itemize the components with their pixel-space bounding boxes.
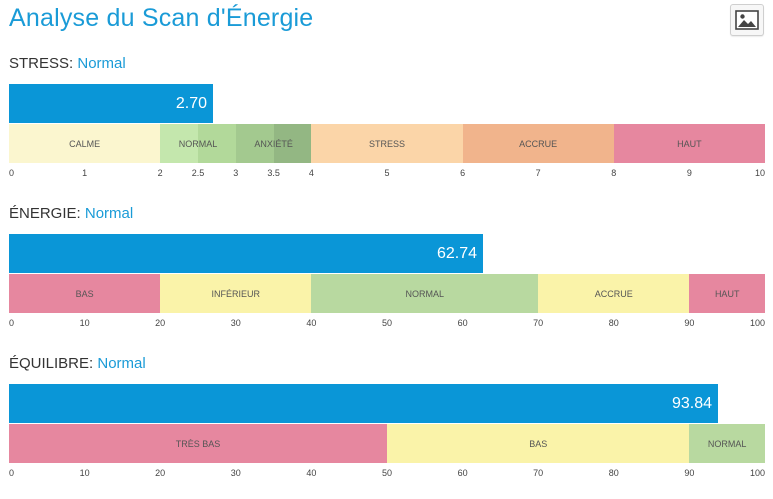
- stress-zone-haut: [613, 124, 765, 163]
- equilibre-zones: TRÈS BAS BAS NORMAL: [9, 424, 765, 463]
- equilibre-zone-label: BAS: [529, 438, 548, 449]
- energie-zones: BAS INFÉRIEUR NORMAL ACCRUE HAUT: [9, 274, 765, 313]
- tick-label: 10: [754, 168, 765, 178]
- energie-label-text: ÉNERGIE:: [9, 205, 81, 222]
- stress-zone-accrue: [462, 124, 614, 163]
- tick-label: 60: [457, 468, 468, 478]
- tick-label: 40: [306, 468, 317, 478]
- equilibre-zone-normal: [689, 424, 765, 463]
- tick-label: 100: [749, 468, 765, 478]
- tick-label: 2: [157, 168, 163, 178]
- equilibre-zone-tres-bas: [9, 424, 387, 463]
- energie-zone-label: INFÉRIEUR: [211, 288, 261, 299]
- tick-label: 1: [82, 168, 88, 178]
- tick-label: 50: [381, 468, 393, 478]
- stress-zone-label: ANXIÉTÉ: [254, 138, 293, 149]
- tick-label: 9: [686, 168, 692, 178]
- tick-label: 8: [611, 168, 617, 178]
- tick-label: 0: [9, 168, 15, 178]
- tick-label: 4: [308, 168, 314, 178]
- stress-zone-shade: [198, 124, 236, 163]
- equilibre-zone-label: TRÈS BAS: [175, 438, 221, 449]
- stress-zone-shade: [273, 124, 312, 163]
- energie-zone-label: BAS: [75, 288, 94, 299]
- energie-zone-normal: [311, 274, 539, 313]
- stress-status: Normal: [77, 55, 126, 72]
- tick-label: 7: [535, 168, 541, 178]
- energie-zone-inferieur: [160, 274, 312, 313]
- tick-label: 40: [306, 318, 317, 328]
- stress-value-bar: 2.70: [9, 84, 213, 123]
- energie-scale-ticks: 0 10 20 30 40 50 60 70 80 90 100: [9, 318, 765, 330]
- tick-label: 90: [684, 468, 695, 478]
- energie-zone-haut: [689, 274, 765, 313]
- tick-label: 30: [230, 468, 241, 478]
- page-title: Analyse du Scan d'Énergie: [9, 4, 314, 32]
- image-button[interactable]: [730, 4, 764, 36]
- stress-zone-label: CALME: [69, 138, 101, 149]
- equilibre-value-bar: 93.84: [9, 384, 718, 423]
- stress-label: STRESS: Normal: [9, 55, 126, 72]
- equilibre-zone-bas: [387, 424, 690, 463]
- stress-zone-label: HAUT: [677, 138, 702, 149]
- energie-status: Normal: [84, 205, 134, 222]
- stress-zone-calme: [9, 124, 161, 163]
- tick-label: 10: [79, 318, 90, 328]
- tick-label: 50: [381, 318, 393, 328]
- tick-label: 0: [9, 468, 15, 478]
- tick-label: 20: [155, 318, 166, 328]
- stress-zone-label: NORMAL: [178, 138, 218, 149]
- tick-label: 3.5: [267, 168, 280, 178]
- equilibre-label-text: ÉQUILIBRE:: [9, 355, 94, 372]
- energie-label: ÉNERGIE: Normal: [9, 205, 133, 222]
- energie-zone-label: ACCRUE: [594, 288, 633, 299]
- tick-label: 0: [9, 318, 15, 328]
- energie-zone-label: HAUT: [714, 288, 740, 299]
- tick-label: 20: [155, 468, 166, 478]
- equilibre-status: Normal: [97, 355, 146, 372]
- equilibre-scale-ticks: 0 10 20 30 40 50 60 70 80 90 100: [9, 468, 765, 480]
- equilibre-zone-label: NORMAL: [707, 438, 747, 449]
- energie-zone-bas: [9, 274, 161, 313]
- tick-label: 70: [533, 318, 544, 328]
- tick-label: 70: [533, 468, 544, 478]
- tick-label: 2.5: [191, 168, 205, 178]
- tick-label: 30: [230, 318, 241, 328]
- tick-label: 80: [608, 318, 619, 328]
- tick-label: 6: [460, 168, 466, 178]
- equilibre-label: ÉQUILIBRE: Normal: [9, 355, 146, 372]
- stress-label-text: STRESS:: [9, 55, 74, 72]
- tick-label: 3: [233, 168, 239, 178]
- tick-label: 60: [457, 318, 468, 328]
- tick-label: 5: [384, 168, 390, 178]
- tick-label: 80: [608, 468, 619, 478]
- energie-zone-label: NORMAL: [405, 288, 445, 299]
- stress-zone-label: STRESS: [368, 138, 405, 149]
- energie-value-bar: 62.74: [9, 234, 483, 273]
- energie-zone-accrue: [538, 274, 690, 313]
- tick-label: 90: [684, 318, 695, 328]
- stress-zone-label: ACCRUE: [519, 138, 558, 149]
- image-icon: [735, 10, 759, 30]
- stress-zone-stress: [311, 124, 463, 163]
- stress-zones: CALME NORMAL ANXIÉTÉ STRESS ACCRUE HAUT: [9, 124, 765, 163]
- stress-scale-ticks: 0 1 2 2.5 3 3.5 4 5 6 7 8 9 10: [9, 168, 765, 180]
- tick-label: 100: [749, 318, 765, 328]
- tick-label: 10: [79, 468, 90, 478]
